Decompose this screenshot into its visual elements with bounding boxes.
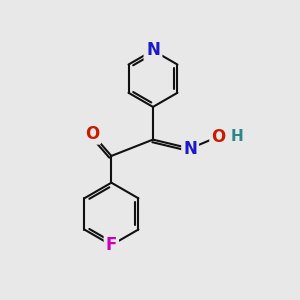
- Text: N: N: [183, 140, 197, 158]
- Text: O: O: [211, 128, 226, 146]
- Text: N: N: [146, 41, 160, 59]
- Text: F: F: [106, 236, 117, 254]
- Text: O: O: [85, 125, 99, 143]
- Text: H: H: [230, 129, 243, 144]
